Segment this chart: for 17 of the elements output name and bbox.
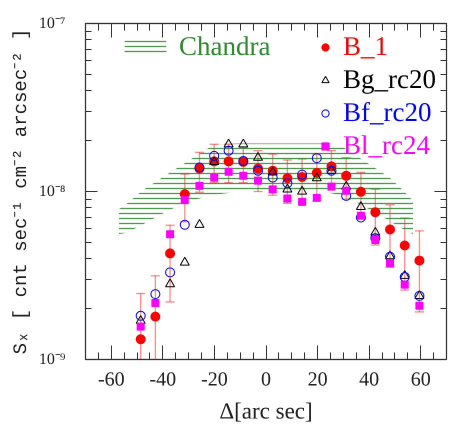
x-tick-label: 60 bbox=[410, 368, 431, 390]
x-tick-label: 20 bbox=[308, 368, 328, 390]
legend-label: Bf_rc20 bbox=[343, 97, 432, 128]
x-tick-label: -60 bbox=[98, 368, 125, 390]
legend-label: Bl_rc24 bbox=[343, 130, 430, 161]
y-axis-title: Sₓ [ cnt sec⁻¹ cm⁻² arcsec⁻² ] bbox=[10, 28, 32, 354]
legend-label: Bg_rc20 bbox=[343, 64, 436, 95]
legend-label: Chandra bbox=[179, 31, 270, 62]
x-tick-label: -40 bbox=[150, 368, 176, 390]
x-axis-title: Δ[arc sec] bbox=[219, 398, 313, 424]
y-tick-label: 10⁻⁹ bbox=[38, 351, 66, 368]
y-tick-label: 10⁻⁷ bbox=[38, 15, 66, 32]
x-tick-label: 40 bbox=[359, 368, 380, 390]
x-tick-label: -20 bbox=[201, 368, 228, 390]
x-tick-label: 0 bbox=[261, 368, 271, 390]
legend-label: B_1 bbox=[343, 31, 388, 62]
y-tick-label: 10⁻⁸ bbox=[38, 183, 66, 200]
